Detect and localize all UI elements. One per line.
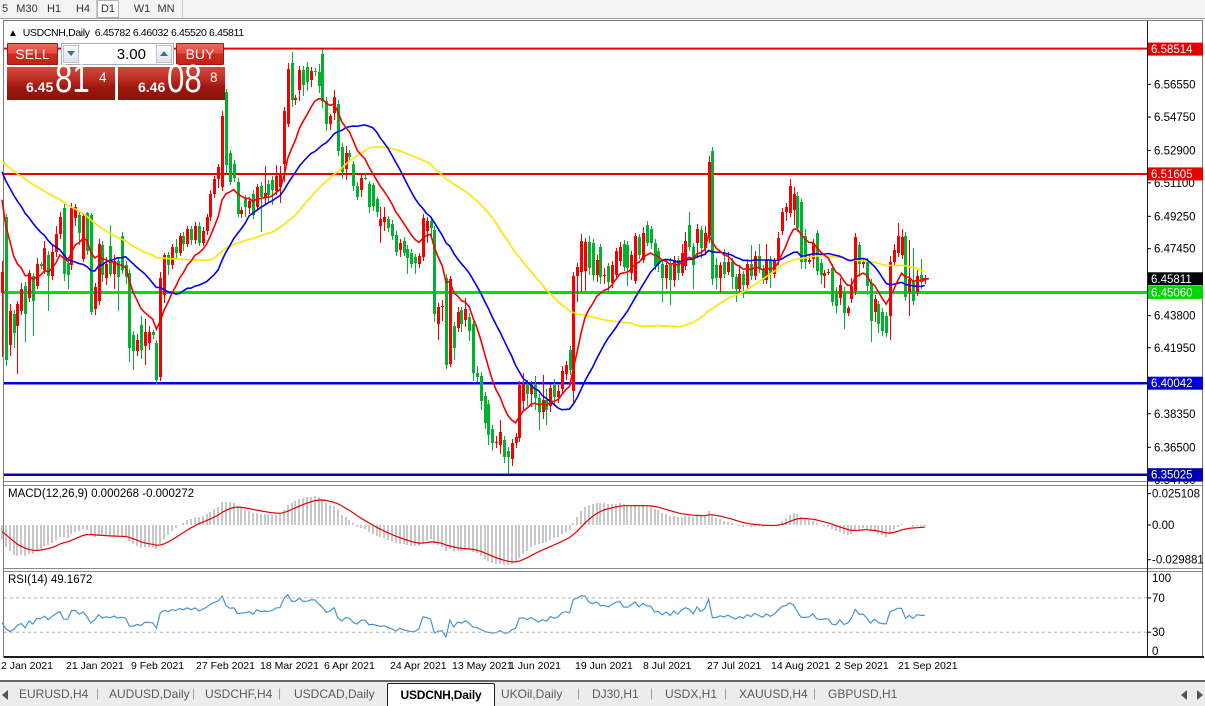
svg-text:100: 100 [1152,573,1171,585]
svg-text:27 Jul 2021: 27 Jul 2021 [707,660,761,672]
svg-text:6.43800: 6.43800 [1154,311,1196,323]
svg-text:27 Feb 2021: 27 Feb 2021 [196,660,255,672]
svg-text:0: 0 [1152,646,1158,658]
svg-text:6.45060: 6.45060 [1151,287,1193,299]
svg-text:6 Apr 2021: 6 Apr 2021 [324,660,375,672]
svg-text:MACD(12,26,9) 0.000268 -0.0002: MACD(12,26,9) 0.000268 -0.000272 [8,488,194,500]
svg-text:9 Feb 2021: 9 Feb 2021 [131,660,184,672]
svg-text:13 May 2021: 13 May 2021 [452,660,513,672]
svg-text:0.025108: 0.025108 [1152,489,1200,501]
svg-text:-0.029881: -0.029881 [1152,555,1204,567]
svg-text:6.41950: 6.41950 [1154,343,1196,355]
svg-text:1 Jun 2021: 1 Jun 2021 [509,660,561,672]
svg-text:6.52900: 6.52900 [1154,145,1196,157]
svg-text:6.45811: 6.45811 [1151,274,1192,286]
svg-text:6.58514: 6.58514 [1151,44,1193,56]
svg-text:14 Aug 2021: 14 Aug 2021 [771,660,830,672]
svg-text:6.56550: 6.56550 [1154,79,1196,91]
svg-text:6.47450: 6.47450 [1154,244,1196,256]
svg-text:18 Mar 2021: 18 Mar 2021 [260,660,319,672]
svg-text:24 Apr 2021: 24 Apr 2021 [390,660,447,672]
svg-text:19 Jun 2021: 19 Jun 2021 [575,660,633,672]
svg-text:6.40042: 6.40042 [1151,378,1193,390]
svg-text:0.00: 0.00 [1152,520,1174,532]
svg-text:6.49250: 6.49250 [1154,211,1196,223]
svg-text:30: 30 [1152,627,1165,639]
svg-text:2 Jan 2021: 2 Jan 2021 [1,660,53,672]
svg-text:6.54750: 6.54750 [1154,112,1196,124]
svg-text:70: 70 [1152,593,1165,605]
svg-text:6.36500: 6.36500 [1154,442,1196,454]
svg-text:6.38350: 6.38350 [1154,409,1196,421]
svg-text:6.51100: 6.51100 [1154,178,1195,190]
svg-text:21 Jan 2021: 21 Jan 2021 [66,660,124,672]
svg-text:21 Sep 2021: 21 Sep 2021 [898,660,958,672]
svg-text:2 Sep 2021: 2 Sep 2021 [835,660,889,672]
svg-text:6.35025: 6.35025 [1151,470,1193,482]
svg-text:8 Jul 2021: 8 Jul 2021 [643,660,692,672]
svg-text:6.51605: 6.51605 [1151,169,1193,181]
svg-text:RSI(14) 49.1672: RSI(14) 49.1672 [8,574,92,586]
